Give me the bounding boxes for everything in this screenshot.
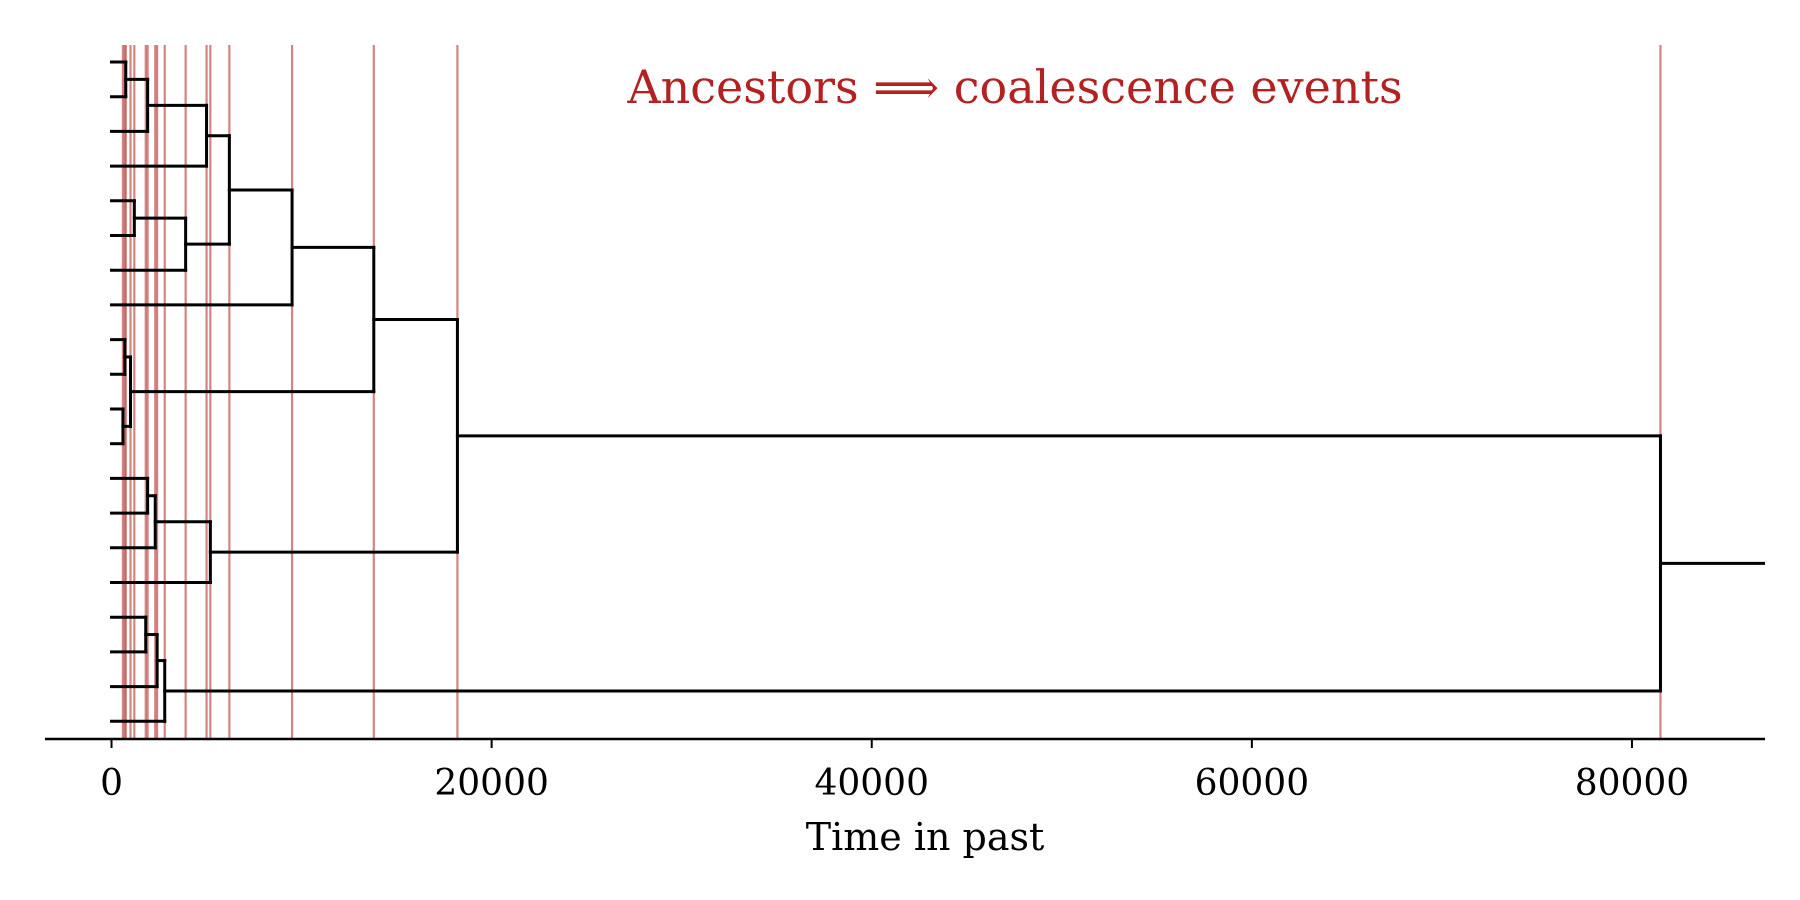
genealogy-tree <box>110 60 1765 723</box>
x-axis: 0 20000 40000 60000 80000 <box>45 737 1765 804</box>
x-tick-label-2: 40000 <box>814 763 929 804</box>
x-axis-label: Time in past <box>806 815 1045 859</box>
x-tick-label-3: 60000 <box>1195 763 1310 804</box>
x-tick-label-1: 20000 <box>434 763 549 804</box>
x-tick-label-0: 0 <box>100 763 123 804</box>
x-tick-label-4: 80000 <box>1575 763 1690 804</box>
annotation-text: Ancestors ⟹ coalescence events <box>626 60 1402 114</box>
